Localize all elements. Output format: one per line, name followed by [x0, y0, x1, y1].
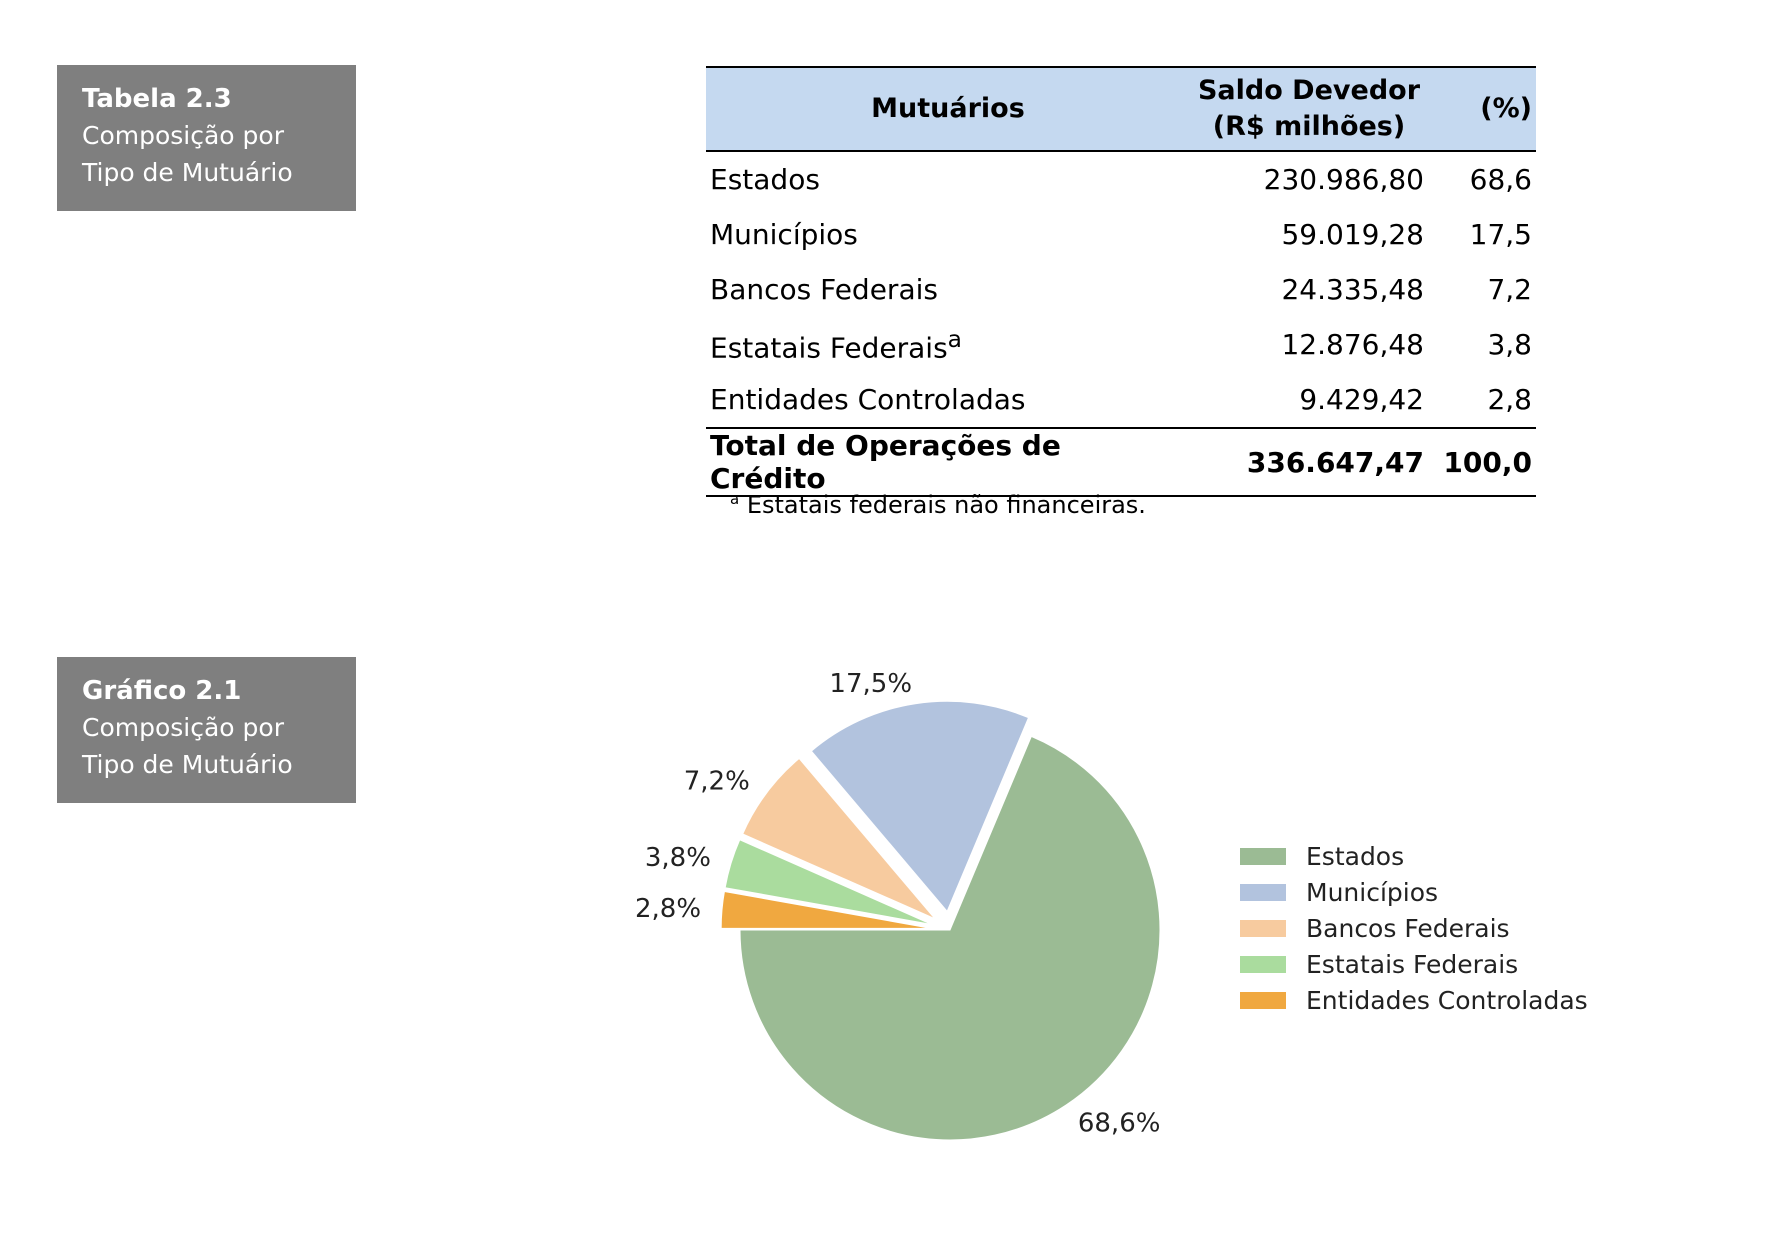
chart-caption-text: Composição por Tipo de Mutuário — [82, 713, 293, 779]
table-footnote: a Estatais federais não financeiras. — [730, 490, 1146, 519]
legend-item: Estados — [1240, 838, 1588, 874]
total-saldo: 336.647,47 — [1190, 427, 1428, 497]
total-name: Total de Operações de Crédito — [706, 427, 1190, 497]
row-saldo: 12.876,48 — [1281, 328, 1424, 361]
legend-label: Estatais Federais — [1306, 949, 1519, 979]
legend-item: Entidades Controladas — [1240, 982, 1588, 1018]
row-name: Estatais Federaisa — [710, 324, 962, 365]
footnote-text: Estatais federais não financeiras. — [739, 491, 1146, 519]
row-saldo: 59.019,28 — [1281, 218, 1424, 251]
row-saldo: 24.335,48 — [1281, 273, 1424, 306]
row-pct: 3,8 — [1487, 328, 1532, 361]
mutuarios-table: Mutuários Saldo Devedor (R$ milhões) (%)… — [706, 66, 1536, 497]
legend-swatch — [1240, 883, 1286, 901]
table-header-row: Mutuários Saldo Devedor (R$ milhões) (%) — [706, 66, 1536, 152]
row-pct: 2,8 — [1487, 383, 1532, 416]
table-row: Estados 230.986,80 68,6 — [706, 151, 1536, 207]
pie-label-municípios: 17,5% — [829, 669, 912, 699]
row-saldo: 230.986,80 — [1263, 163, 1424, 196]
pie-slice-estatais-federais — [724, 839, 933, 925]
table-row: Entidades Controladas 9.429,42 2,8 — [706, 372, 1536, 428]
legend-swatch — [1240, 955, 1286, 973]
header-saldo-devedor: Saldo Devedor (R$ milhões) — [1190, 66, 1428, 152]
pie-label-entidades-controladas: 2,8% — [635, 894, 701, 924]
legend-item: Estatais Federais — [1240, 946, 1588, 982]
row-saldo: 9.429,42 — [1299, 383, 1424, 416]
legend-swatch — [1240, 991, 1286, 1009]
table-caption-box: Tabela 2.3 Composição por Tipo de Mutuár… — [57, 65, 356, 211]
row-pct: 7,2 — [1487, 273, 1532, 306]
legend-swatch — [1240, 919, 1286, 937]
row-name: Bancos Federais — [710, 273, 938, 306]
table-caption-number: Tabela 2.3 — [82, 84, 232, 114]
total-pct: 100,0 — [1428, 427, 1536, 497]
table-row: Estatais Federaisa 12.876,48 3,8 — [706, 317, 1536, 372]
pie-label-bancos-federais: 7,2% — [684, 766, 750, 796]
legend-label: Bancos Federais — [1306, 913, 1510, 943]
footnote-marker: a — [947, 324, 962, 353]
legend-item: Municípios — [1240, 874, 1588, 910]
legend-item: Bancos Federais — [1240, 910, 1588, 946]
row-name: Municípios — [710, 218, 858, 251]
table-row: Municípios 59.019,28 17,5 — [706, 207, 1536, 262]
pie-label-estados: 68,6% — [1078, 1108, 1161, 1138]
row-pct: 68,6 — [1469, 163, 1532, 196]
legend-label: Municípios — [1306, 877, 1439, 907]
header-pct: (%) — [1428, 66, 1536, 152]
header-saldo-line1: Saldo Devedor — [1197, 75, 1421, 106]
pie-slice-bancos-federais — [742, 757, 936, 920]
legend-swatch — [1240, 847, 1286, 865]
table-total-row: Total de Operações de Crédito 336.647,47… — [706, 427, 1536, 497]
table-caption-text: Composição por Tipo de Mutuário — [82, 121, 293, 187]
pie-label-estatais-federais: 3,8% — [645, 843, 711, 873]
row-name: Entidades Controladas — [710, 383, 1026, 416]
legend-label: Estados — [1306, 841, 1405, 871]
chart-caption-number: Gráfico 2.1 — [82, 676, 242, 706]
chart-legend: Estados Municípios Bancos Federais Estatais… — [1240, 838, 1588, 1018]
row-pct: 17,5 — [1469, 218, 1532, 251]
pie-slice-municípios — [810, 700, 1030, 913]
legend-label: Entidades Controladas — [1306, 985, 1588, 1015]
pie-slice-estados — [739, 735, 1161, 1141]
header-mutuarios: Mutuários — [706, 66, 1190, 152]
pie-chart: 68,6% 17,5% 7,2% 3,8% 2,8% — [635, 669, 1161, 1141]
table-row: Bancos Federais 24.335,48 7,2 — [706, 262, 1536, 317]
row-name: Estados — [710, 163, 820, 196]
chart-caption-box: Gráfico 2.1 Composição por Tipo de Mutuá… — [57, 657, 356, 803]
header-saldo-line2: (R$ milhões) — [1212, 111, 1406, 142]
pie-slice-entidades-controladas — [720, 890, 932, 929]
footnote-marker: a — [730, 490, 740, 508]
